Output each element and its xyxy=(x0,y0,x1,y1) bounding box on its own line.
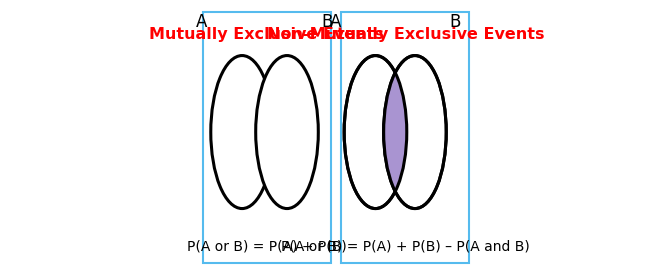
Text: A: A xyxy=(196,13,208,31)
FancyBboxPatch shape xyxy=(341,12,469,263)
Text: P(A or B) = P(A) + P(B): P(A or B) = P(A) + P(B) xyxy=(187,240,347,253)
FancyBboxPatch shape xyxy=(203,12,331,263)
Polygon shape xyxy=(384,73,407,191)
Text: Non-Mutually Exclusive Events: Non-Mutually Exclusive Events xyxy=(267,27,544,42)
Text: B: B xyxy=(322,13,333,31)
Ellipse shape xyxy=(344,56,407,208)
Text: Mutually Exclusive Events: Mutually Exclusive Events xyxy=(149,27,384,42)
Text: B: B xyxy=(450,13,461,31)
Ellipse shape xyxy=(211,56,274,208)
Text: P(A or B) = P(A) + P(B) – P(A and B): P(A or B) = P(A) + P(B) – P(A and B) xyxy=(281,240,530,253)
Ellipse shape xyxy=(384,56,446,208)
Text: A: A xyxy=(329,13,341,31)
Ellipse shape xyxy=(255,56,319,208)
